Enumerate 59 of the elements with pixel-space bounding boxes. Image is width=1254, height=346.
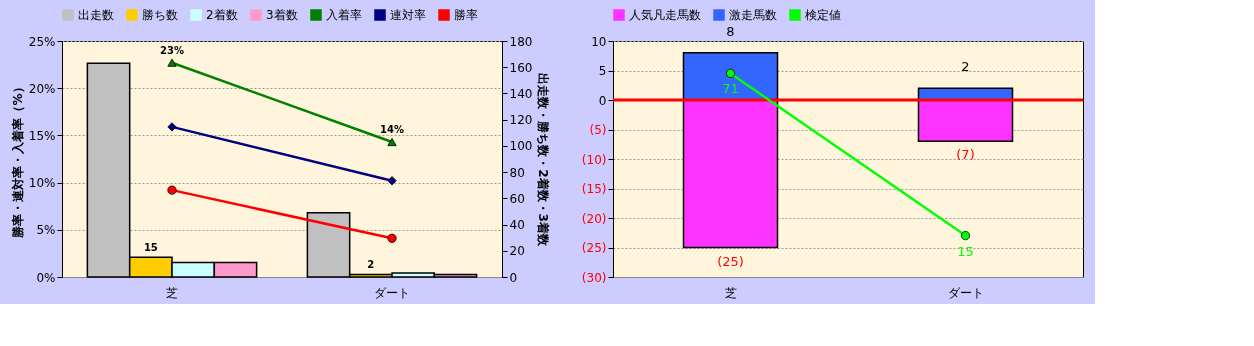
y-tick-label: (30): [581, 270, 607, 285]
y-tick-label: 5: [598, 64, 607, 78]
bar: [917, 87, 1014, 101]
legend-label: 3着数: [266, 8, 298, 22]
y-tick-label: 25%: [28, 34, 56, 49]
data-label: 14%: [380, 124, 404, 136]
y2-tick-label: 60: [509, 191, 525, 206]
x-tick-label: 芝: [166, 285, 178, 300]
data-label: 15: [957, 243, 974, 259]
point: [167, 122, 177, 132]
y-axis-title: 勝率・連対率・入着率（%）: [10, 81, 25, 239]
legend-label: 激走馬数: [729, 8, 777, 22]
y-tick-label: 0: [598, 93, 607, 108]
data-label: 2: [367, 259, 375, 271]
y2-tick-label: 0: [509, 270, 518, 285]
data-label: (25): [717, 253, 744, 269]
data-label: 2: [961, 59, 970, 75]
data-label: 8: [726, 23, 735, 39]
y2-tick-label: 120: [509, 113, 533, 128]
y2-tick-label: 80: [509, 165, 525, 180]
data-label: (7): [956, 147, 975, 163]
y2-tick-label: 180: [509, 34, 533, 49]
y2-tick-label: 100: [509, 139, 533, 154]
bar: [917, 99, 1014, 143]
y2-tick-label: 20: [509, 244, 525, 259]
y2-tick-label: 140: [509, 86, 533, 101]
x-tick-label: ダート: [947, 285, 984, 300]
y2-axis-title: 出走数・勝ち数・2着数・3着数: [536, 73, 551, 247]
y-tick-label: (25): [581, 241, 607, 255]
legend-label: 連対率: [390, 8, 426, 22]
x-tick-label: ダート: [374, 285, 410, 300]
y-tick-label: (5): [589, 123, 607, 137]
data-label: 71: [722, 81, 739, 97]
y-tick-label: 10%: [28, 176, 56, 191]
data-label: 23%: [160, 44, 184, 56]
legend-label: 人気凡走馬数: [629, 8, 701, 22]
bar: [682, 99, 779, 249]
y2-tick-label: 40: [509, 218, 525, 233]
x-tick-label: 芝: [724, 285, 737, 300]
point: [167, 185, 177, 195]
y-tick-label: 15%: [28, 128, 56, 143]
y-tick-label: (20): [581, 211, 607, 226]
point: [387, 176, 397, 186]
bar: [682, 52, 779, 101]
y-tick-label: 10: [591, 34, 607, 49]
point: [387, 233, 397, 243]
y-tick-label: (10): [581, 152, 607, 167]
legend-label: 出走数: [78, 8, 114, 22]
y-tick-label: (15): [581, 182, 607, 196]
legend-label: 検定値: [805, 8, 841, 22]
legend-label: 入着率: [326, 8, 362, 22]
y2-tick-label: 160: [509, 60, 533, 75]
y-tick-label: 20%: [28, 81, 56, 96]
data-label: 15: [143, 242, 158, 254]
legend-label: 2着数: [206, 8, 238, 22]
y-tick-label: 5%: [36, 223, 56, 238]
legend-label: 勝ち数: [142, 8, 178, 22]
legend-label: 勝率: [454, 8, 478, 22]
y-tick-label: 0%: [36, 270, 56, 285]
